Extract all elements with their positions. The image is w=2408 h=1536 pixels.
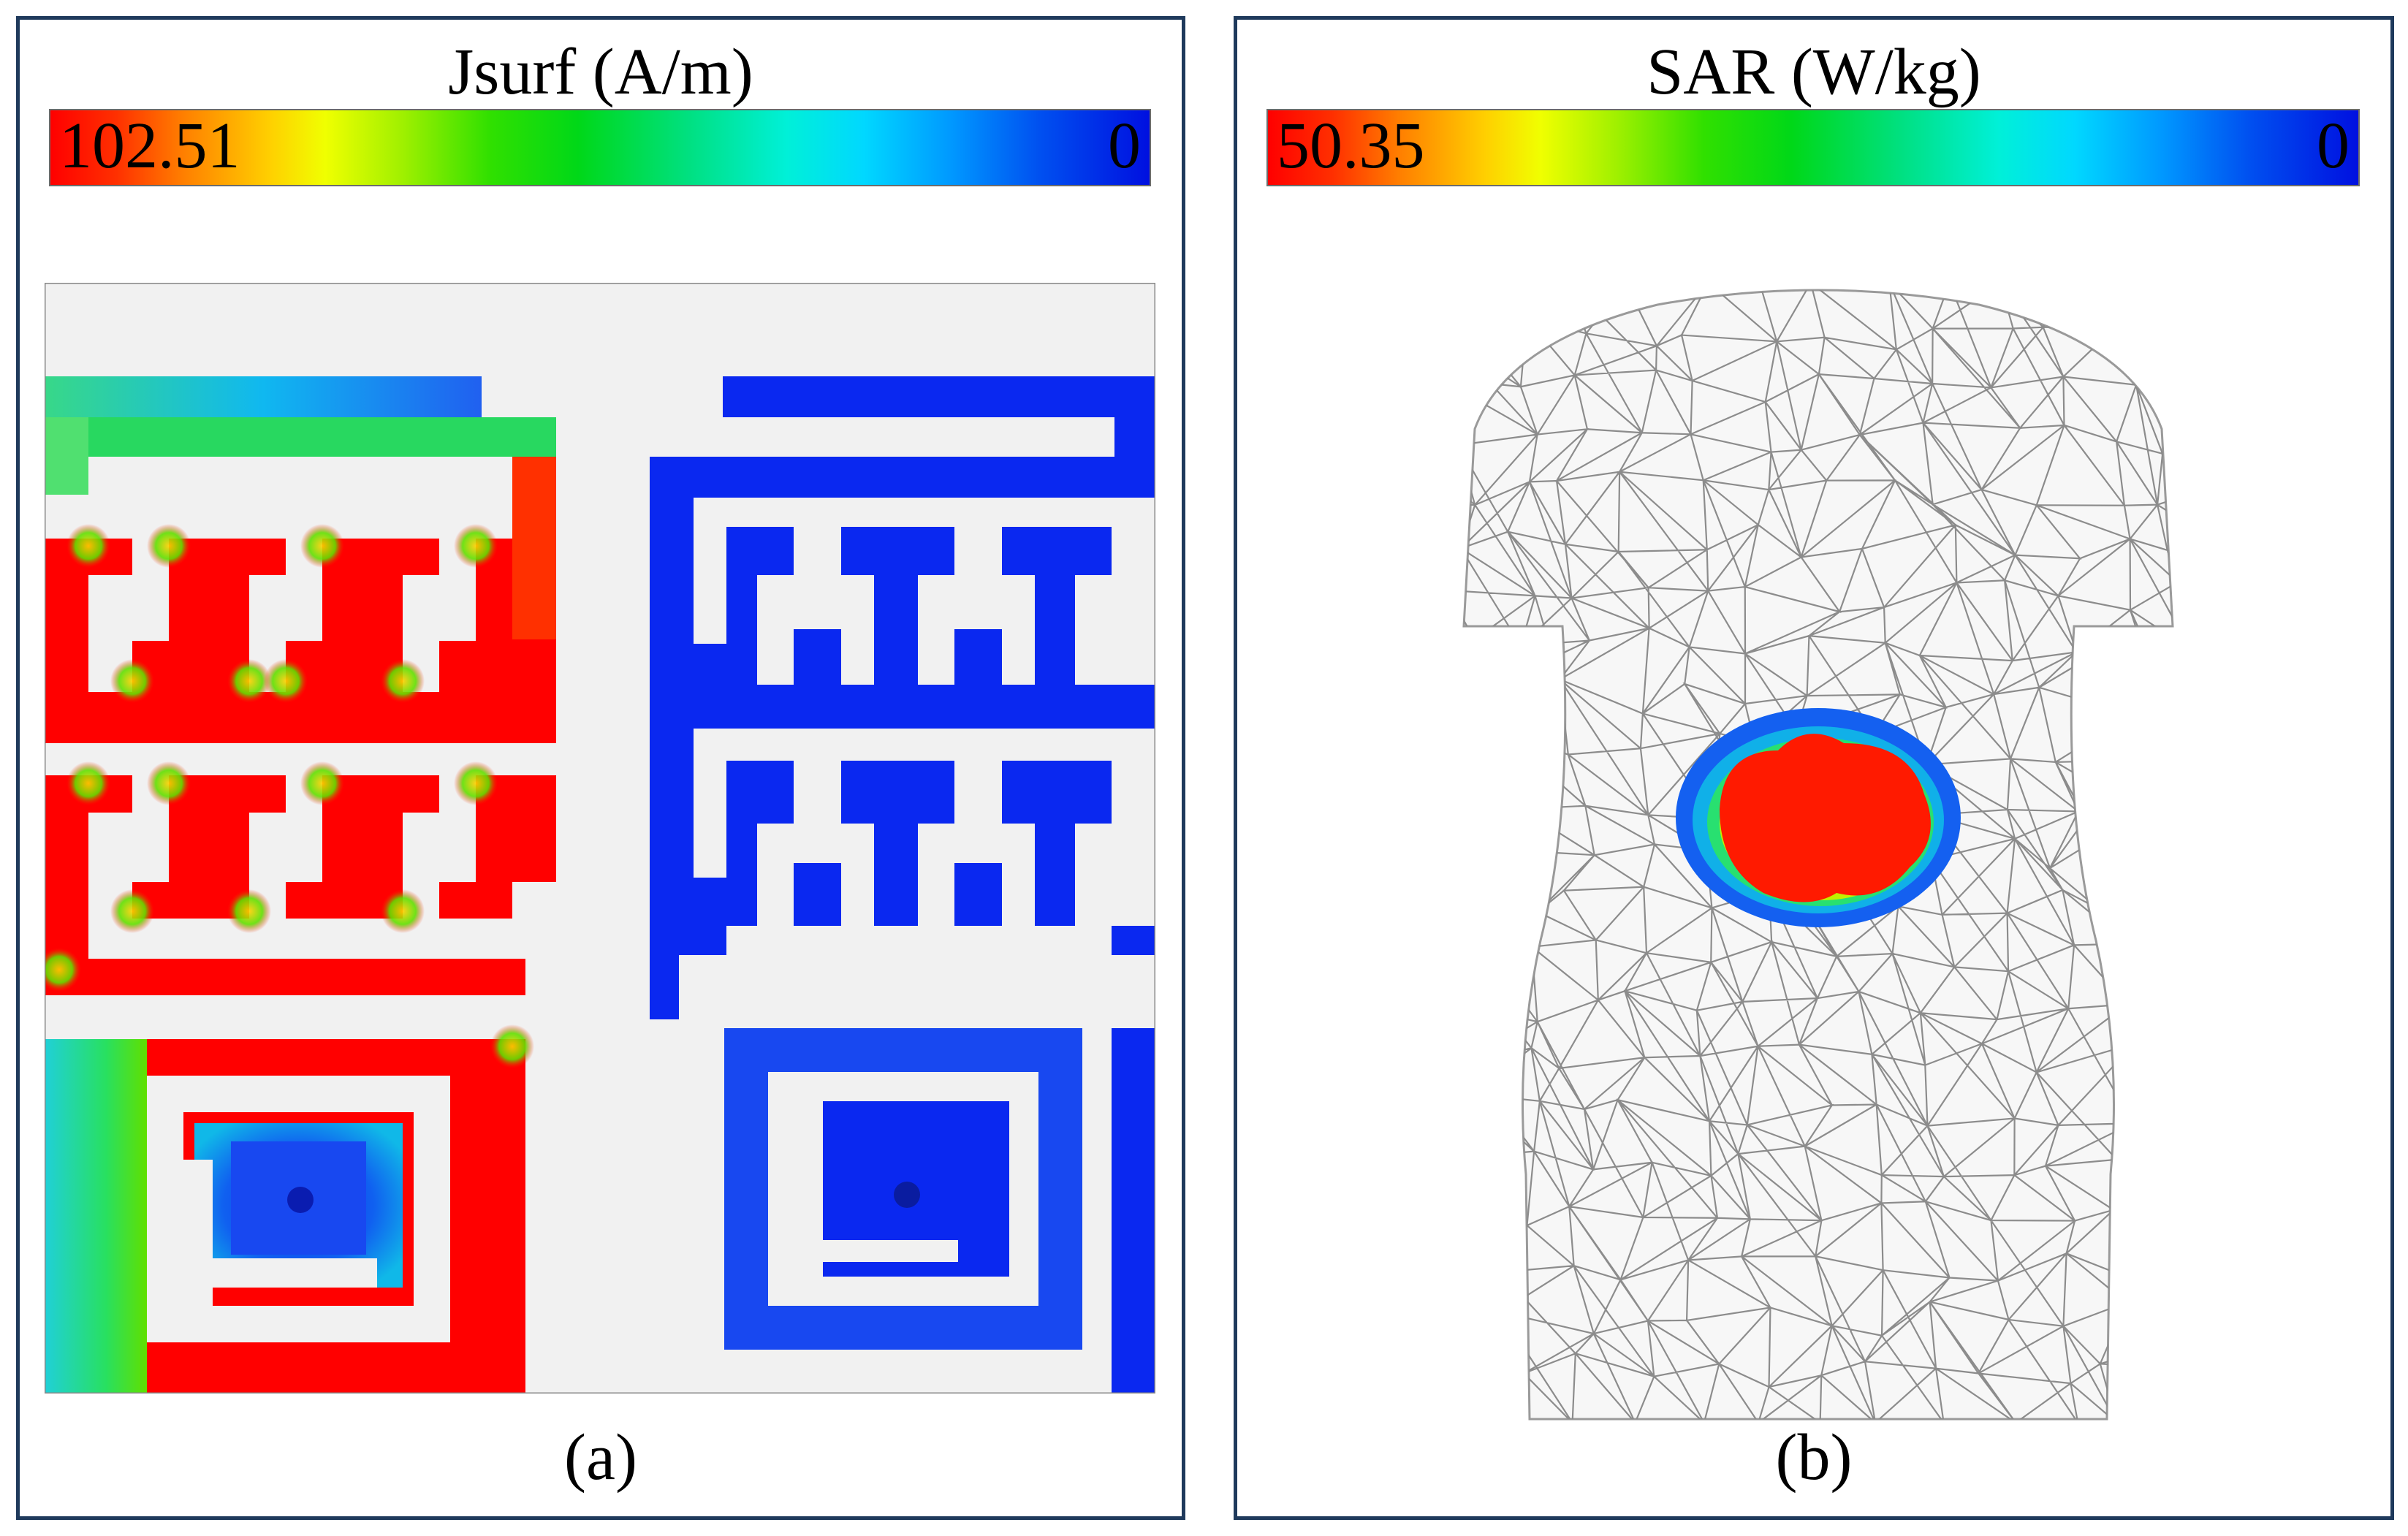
left-top-strip bbox=[45, 376, 482, 417]
human-torso-mesh bbox=[1462, 289, 2174, 1421]
right-antenna-half bbox=[650, 376, 1155, 1394]
left-spiral-gap bbox=[147, 1076, 450, 1342]
right-feed-point bbox=[894, 1182, 920, 1208]
left-feed-point bbox=[287, 1187, 314, 1213]
panel-a-caption: (a) bbox=[564, 1421, 637, 1494]
left-hotspots bbox=[45, 524, 534, 1068]
panel-a-surface-current: Jsurf (A/m) 102.51 0 bbox=[16, 16, 1185, 1520]
panel-a-title: Jsurf (A/m) bbox=[448, 36, 753, 108]
panel-b-colorbar-max-label: 50.35 bbox=[1277, 110, 1425, 182]
panel-a-colorbar-max-label: 102.51 bbox=[59, 110, 240, 182]
sar-hotspot bbox=[1676, 708, 1961, 927]
panel-b-colorbar: 50.35 0 bbox=[1266, 109, 2360, 186]
panel-b-caption: (b) bbox=[1775, 1421, 1853, 1494]
left-spiral-strip-gradient bbox=[45, 1039, 147, 1394]
antenna-current-distribution bbox=[45, 283, 1155, 1394]
panel-b-sar: SAR (W/kg) 50.35 0 (b) bbox=[1234, 16, 2394, 1520]
panel-a-colorbar-min-label: 0 bbox=[1108, 110, 1141, 182]
panel-b-colorbar-min-label: 0 bbox=[2317, 110, 2350, 182]
sar-peak-region bbox=[1720, 734, 1931, 902]
panel-a-colorbar: 102.51 0 bbox=[49, 109, 1151, 186]
panel-b-title: SAR (W/kg) bbox=[1647, 36, 1981, 108]
